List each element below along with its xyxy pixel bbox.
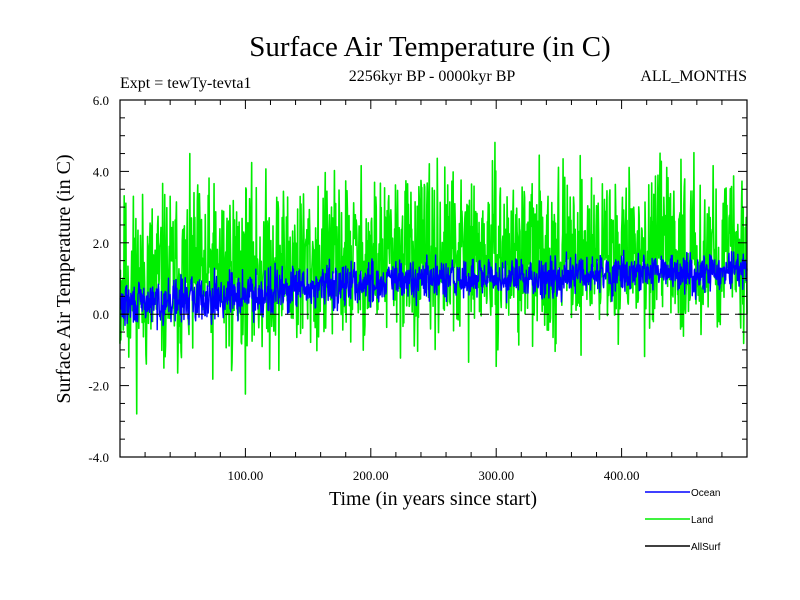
chart-subtitle-period: 2256kyr BP - 0000kyr BP (349, 68, 516, 85)
y-axis-label: Surface Air Temperature (in C) (53, 154, 75, 403)
y-tick-label: -2.0 (88, 379, 109, 394)
x-tick-label: 400.00 (604, 468, 640, 483)
legend-label-land: Land (691, 515, 713, 526)
series-line-land (119, 141, 748, 415)
legend: Ocean Land AllSurf (645, 488, 721, 553)
x-tick-label: 200.00 (353, 468, 389, 483)
y-tick-label: 0.0 (93, 307, 109, 322)
plot-frame-group (119, 99, 748, 458)
plot-series-group (119, 141, 748, 415)
legend-label-allsurf: AllSurf (691, 542, 721, 553)
x-tick-label: 300.00 (478, 468, 514, 483)
x-axis: 100.00 200.00 300.00 400.00 (228, 468, 640, 483)
y-tick-label: 2.0 (93, 236, 109, 251)
y-axis: -4.0 -2.0 0.0 2.0 4.0 6.0 (88, 93, 109, 465)
y-tick-label: 4.0 (93, 164, 109, 179)
x-axis-label: Time (in years since start) (329, 488, 537, 510)
series-line-ocean (119, 249, 748, 331)
chart-subtitle-months: ALL_MONTHS (640, 68, 747, 85)
y-tick-label: 6.0 (93, 93, 109, 108)
legend-label-ocean: Ocean (691, 488, 720, 499)
chart-subtitle-expt: Expt = tewTy-tevta1 (120, 75, 251, 92)
x-tick-label: 100.00 (228, 468, 264, 483)
y-tick-label: -4.0 (88, 450, 109, 465)
chart-title: Surface Air Temperature (in C) (249, 31, 610, 63)
